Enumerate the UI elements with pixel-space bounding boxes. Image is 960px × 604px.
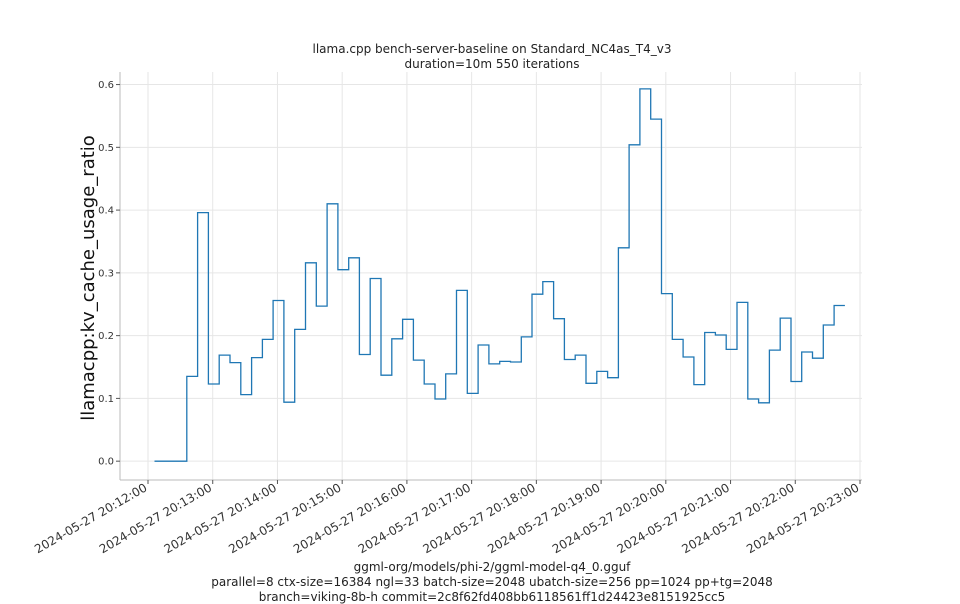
x-tick-label: 2024-05-27 20:14:00 bbox=[162, 480, 279, 556]
x-tick-label: 2024-05-27 20:13:00 bbox=[97, 480, 214, 556]
x-tick-label: 2024-05-27 20:23:00 bbox=[744, 480, 861, 556]
y-tick-label: 0.0 bbox=[98, 457, 114, 468]
series-group bbox=[154, 88, 845, 462]
x-tick-label: 2024-05-27 20:18:00 bbox=[420, 480, 537, 556]
footer-model: ggml-org/models/phi-2/ggml-model-q4_0.gg… bbox=[353, 560, 631, 574]
footer-branch: branch=viking-8b-h commit=2c8f62fd408bb6… bbox=[258, 590, 726, 604]
y-tick-label: 0.6 bbox=[98, 80, 114, 91]
y-axis-ticks: 0.0 0.1 0.2 0.3 0.4 0.5 0.6 bbox=[98, 80, 120, 468]
chart-subtitle: duration=10m 550 iterations bbox=[404, 57, 580, 71]
y-tick-label: 0.3 bbox=[98, 268, 114, 279]
footer-params: parallel=8 ctx-size=16384 ngl=33 batch-s… bbox=[211, 575, 773, 589]
x-tick-label: 2024-05-27 20:16:00 bbox=[291, 480, 408, 556]
axes bbox=[119, 72, 862, 481]
y-tick-label: 0.5 bbox=[98, 143, 114, 154]
x-tick-label: 2024-05-27 20:17:00 bbox=[356, 480, 473, 556]
x-tick-label: 2024-05-27 20:19:00 bbox=[485, 480, 602, 556]
grid-lines bbox=[120, 72, 862, 480]
x-tick-label: 2024-05-27 20:12:00 bbox=[32, 480, 149, 556]
chart-title: llama.cpp bench-server-baseline on Stand… bbox=[312, 42, 672, 56]
y-tick-label: 0.4 bbox=[98, 206, 114, 217]
y-tick-label: 0.2 bbox=[98, 331, 114, 342]
x-tick-label: 2024-05-27 20:20:00 bbox=[550, 480, 667, 556]
x-tick-label: 2024-05-27 20:21:00 bbox=[615, 480, 732, 556]
y-tick-label: 0.1 bbox=[98, 394, 114, 405]
x-tick-label: 2024-05-27 20:22:00 bbox=[679, 480, 796, 556]
series-line bbox=[154, 88, 845, 462]
x-tick-label: 2024-05-27 20:15:00 bbox=[226, 480, 343, 556]
y-axis-label: llamacpp:kv_cache_usage_ratio bbox=[78, 135, 99, 421]
